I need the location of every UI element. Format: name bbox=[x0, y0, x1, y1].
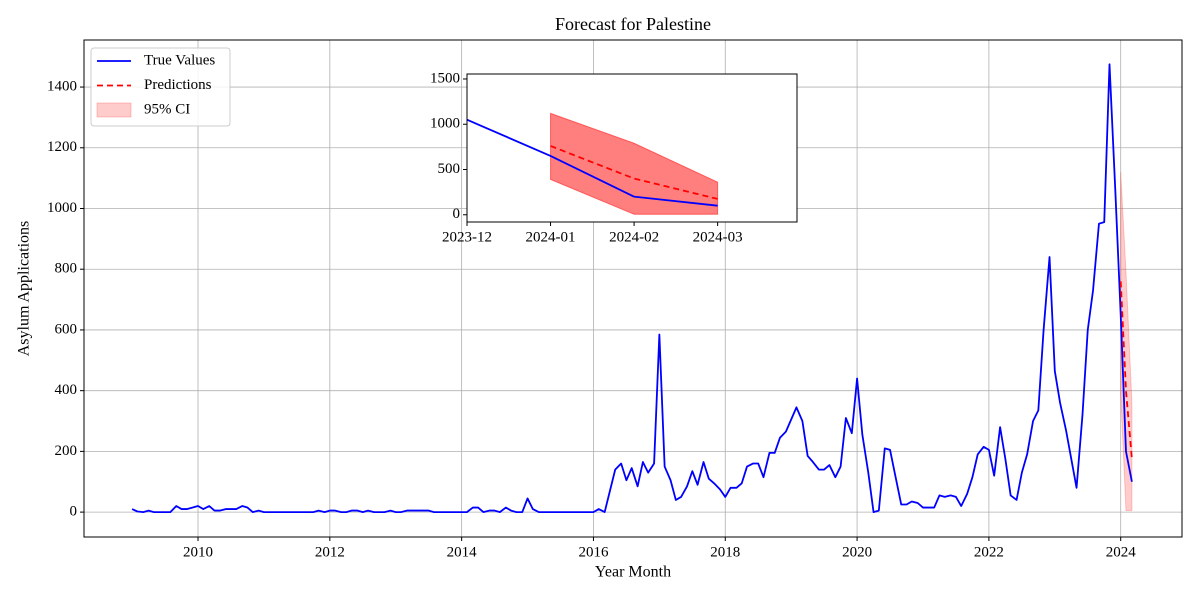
y-tick-label: 0 bbox=[453, 206, 461, 222]
y-tick-label: 0 bbox=[70, 504, 78, 520]
x-tick-label: 2024-03 bbox=[693, 229, 743, 245]
plot-frame bbox=[83, 39, 1183, 538]
series-line bbox=[1119, 281, 1133, 460]
plot-frame bbox=[466, 73, 798, 223]
x-tick-label: 2022 bbox=[974, 544, 1004, 560]
y-tick-label: 1500 bbox=[430, 70, 460, 86]
y-axis-label: Asylum Applications bbox=[16, 221, 33, 357]
legend-label: 95% CI bbox=[144, 101, 190, 117]
y-tick-label: 500 bbox=[438, 161, 461, 177]
y-tick-label: 1000 bbox=[430, 116, 460, 132]
x-tick-label: 2014 bbox=[447, 544, 478, 560]
x-tick-label: 2024-01 bbox=[526, 229, 576, 245]
x-tick-label: 2023-12 bbox=[442, 229, 492, 245]
y-tick-label: 1400 bbox=[47, 78, 77, 94]
chart-title: Forecast for Palestine bbox=[555, 14, 711, 34]
x-tick-label: 2012 bbox=[315, 544, 345, 560]
legend-swatch bbox=[96, 102, 132, 118]
legend-label: Predictions bbox=[144, 77, 212, 93]
y-tick-label: 1000 bbox=[47, 200, 77, 216]
legend-box bbox=[90, 47, 231, 127]
x-tick-label: 2010 bbox=[183, 544, 213, 560]
y-tick-label: 800 bbox=[55, 261, 78, 277]
x-tick-label: 2024-02 bbox=[609, 229, 659, 245]
x-axis-label: Year Month bbox=[595, 564, 671, 581]
legend-label: True Values bbox=[144, 52, 215, 68]
y-tick-label: 1200 bbox=[47, 139, 77, 155]
x-tick-label: 2018 bbox=[710, 544, 740, 560]
x-tick-label: 2016 bbox=[578, 544, 609, 560]
legend: True Values Predictions 95% CI bbox=[90, 47, 231, 127]
series-line bbox=[466, 118, 718, 207]
x-tick-label: 2020 bbox=[842, 544, 872, 560]
y-tick-label: 600 bbox=[55, 321, 78, 337]
y-tick-label: 200 bbox=[55, 443, 78, 459]
x-tick-label: 2024 bbox=[1106, 544, 1137, 560]
y-tick-label: 400 bbox=[55, 382, 78, 398]
series-line bbox=[131, 63, 1133, 514]
